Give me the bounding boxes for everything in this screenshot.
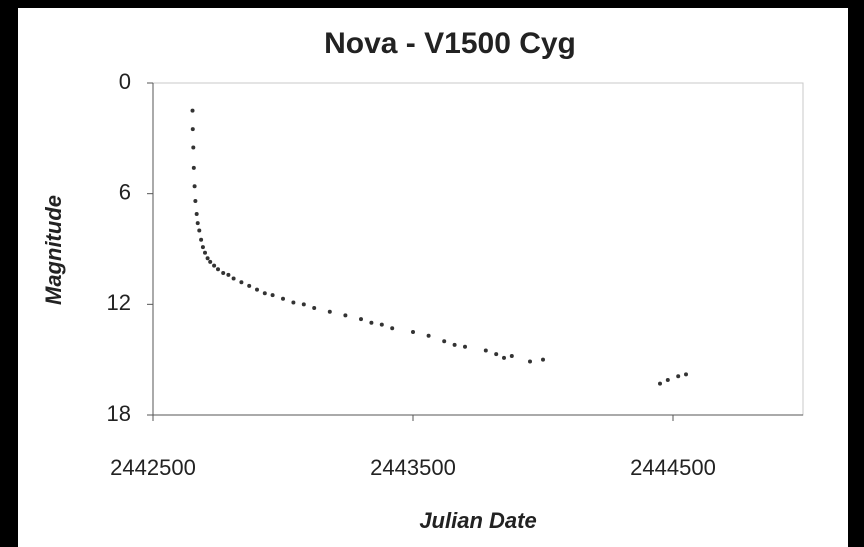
- data-point: [247, 283, 252, 288]
- data-point: [301, 302, 306, 307]
- data-point: [239, 280, 244, 285]
- data-point: [528, 359, 532, 364]
- y-tick-label: 6: [119, 179, 131, 204]
- data-point: [442, 339, 447, 344]
- data-point: [369, 320, 374, 325]
- data-point: [359, 317, 363, 322]
- data-point: [452, 342, 457, 347]
- data-point: [665, 377, 670, 382]
- data-point: [262, 291, 267, 296]
- x-tick-label: 2443500: [370, 455, 456, 480]
- data-point: [343, 313, 348, 318]
- data-point: [197, 228, 202, 233]
- data-point: [509, 353, 514, 358]
- data-point: [411, 330, 415, 334]
- data-point: [658, 381, 662, 386]
- data-point: [193, 199, 198, 204]
- data-point: [221, 270, 226, 275]
- data-point: [327, 309, 332, 314]
- chart-background: [18, 8, 848, 547]
- data-point: [494, 352, 499, 357]
- data-point: [684, 372, 688, 377]
- data-point: [199, 237, 204, 242]
- data-point: [483, 348, 488, 353]
- x-tick-label: 2442500: [110, 455, 196, 480]
- data-point: [190, 108, 195, 113]
- data-point: [208, 259, 213, 264]
- data-point: [190, 127, 195, 132]
- x-axis-title: Julian Date: [419, 508, 536, 533]
- data-point: [270, 293, 275, 298]
- data-point: [463, 344, 467, 349]
- y-axis-title: Magnitude: [41, 195, 66, 305]
- data-point: [192, 184, 197, 189]
- data-point: [205, 256, 210, 261]
- data-point: [191, 145, 196, 150]
- y-tick-label: 12: [107, 290, 131, 315]
- data-point: [191, 165, 196, 170]
- data-point: [200, 245, 205, 250]
- data-point: [541, 357, 545, 362]
- data-point: [676, 374, 681, 379]
- data-point: [379, 322, 384, 327]
- data-point: [226, 272, 231, 277]
- data-point: [255, 287, 259, 292]
- data-point: [281, 296, 285, 301]
- data-point: [203, 250, 207, 255]
- data-point: [312, 306, 317, 311]
- data-point: [194, 211, 199, 216]
- x-tick-label: 2444500: [630, 455, 716, 480]
- data-point: [231, 276, 236, 281]
- data-point: [195, 221, 200, 226]
- chart-title: Nova - V1500 Cyg: [324, 27, 576, 60]
- y-tick-label: 18: [107, 401, 131, 426]
- data-point: [216, 267, 220, 272]
- data-point: [426, 333, 431, 338]
- data-point: [502, 355, 506, 360]
- data-point: [390, 326, 395, 331]
- y-tick-label: 0: [119, 69, 131, 94]
- data-point: [291, 300, 296, 305]
- data-point: [212, 263, 217, 268]
